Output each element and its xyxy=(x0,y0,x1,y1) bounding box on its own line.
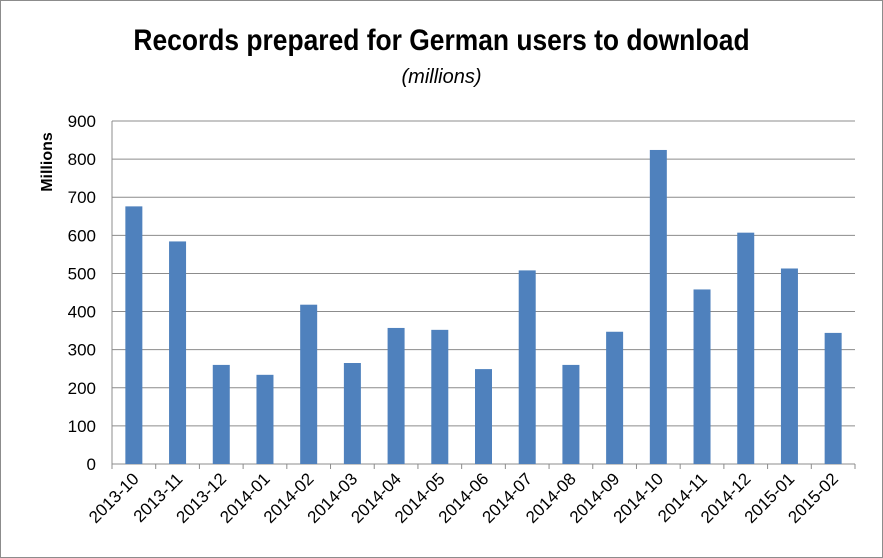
bar-2014-02 xyxy=(300,304,318,464)
bar-2015-02 xyxy=(824,332,842,464)
y-tick-label: 600 xyxy=(68,226,96,245)
bar-2014-04 xyxy=(387,327,405,464)
y-tick-label: 100 xyxy=(68,417,96,436)
bar-2014-09 xyxy=(606,331,624,464)
bar-2014-06 xyxy=(475,369,492,464)
y-tick-label: 200 xyxy=(68,379,96,398)
y-tick-label: 400 xyxy=(68,303,96,322)
bar-2014-03 xyxy=(343,363,361,464)
y-tick-label: 500 xyxy=(68,264,96,283)
bar-2014-07 xyxy=(518,270,536,464)
y-tick-label: 700 xyxy=(68,188,96,207)
bar-2014-08 xyxy=(562,364,580,464)
bar-2013-10 xyxy=(125,206,143,464)
chart-title: Records prepared for German users to dow… xyxy=(133,24,750,57)
bar-2015-01 xyxy=(780,268,798,464)
bar-2014-10 xyxy=(649,149,667,464)
y-tick-label: 900 xyxy=(68,112,96,131)
y-tick-label: 800 xyxy=(68,150,96,169)
bar-2014-05 xyxy=(431,329,449,464)
bar-2013-11 xyxy=(169,241,187,464)
bar-2014-11 xyxy=(693,289,711,464)
y-axis-title: Millions xyxy=(39,132,56,192)
chart-subtitle: (millions) xyxy=(401,66,482,88)
y-tick-label: 0 xyxy=(87,455,96,474)
bar-2014-01 xyxy=(256,374,274,464)
bar-2014-12 xyxy=(737,232,755,464)
bar-2013-12 xyxy=(212,364,230,464)
y-tick-label: 300 xyxy=(68,341,96,360)
